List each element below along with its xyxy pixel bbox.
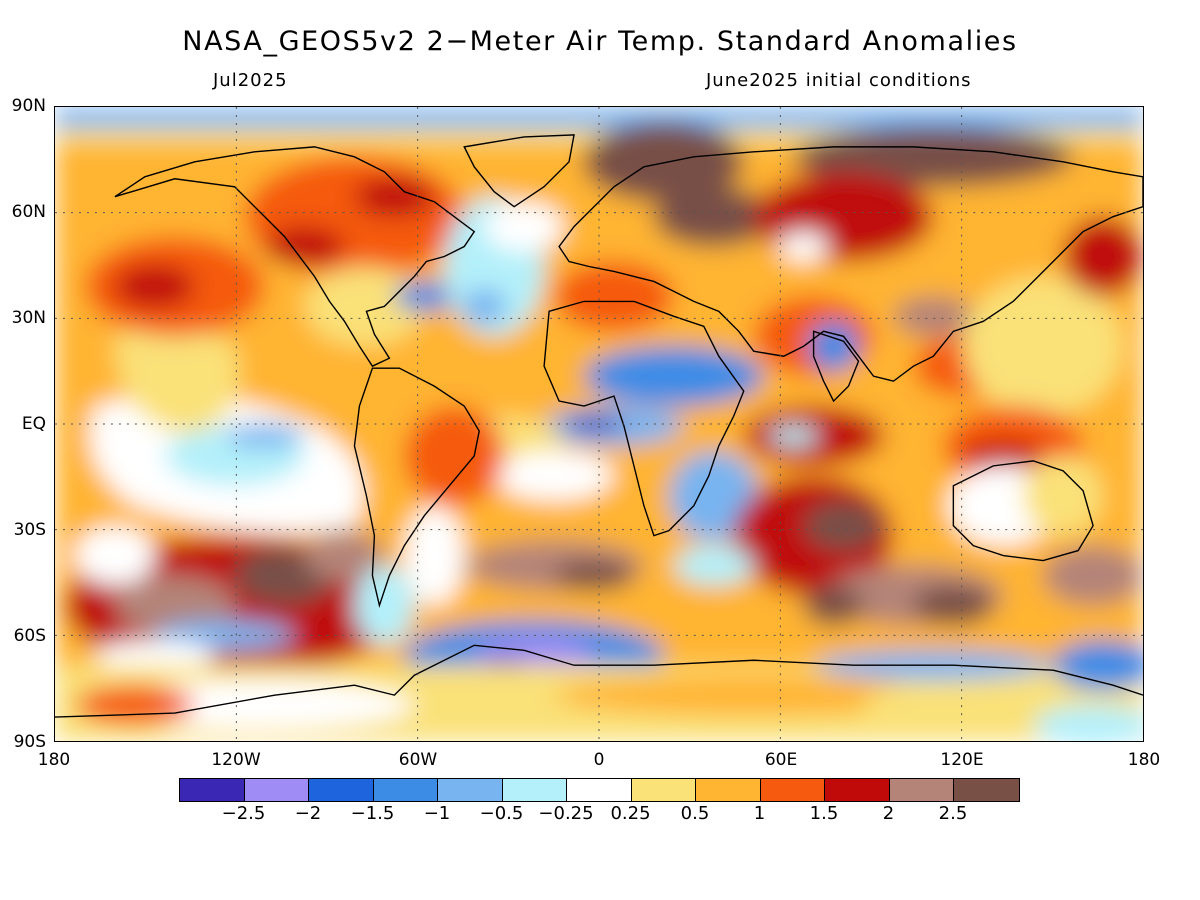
colorbar-label: −2 [294, 803, 322, 824]
colorbar-swatch [244, 779, 309, 801]
colorbar-label: −1 [423, 803, 451, 824]
lat-label-90n: 90N [11, 96, 46, 116]
colorbar-swatch [889, 779, 954, 801]
lat-label-60n: 60N [11, 202, 46, 222]
colorbar-swatch [825, 779, 890, 801]
colorbar [179, 778, 1020, 802]
lon-label-0: 0 [593, 750, 605, 770]
lon-label-120w: 120W [211, 750, 261, 770]
grid-lines [55, 107, 1143, 741]
colorbar-label: 1.5 [809, 803, 839, 824]
lat-label-30s: 30S [13, 520, 46, 540]
map-title: NASA_GEOS5v2 2−Meter Air Temp. Standard … [182, 26, 1018, 57]
lon-label-120e: 120E [940, 750, 984, 770]
lat-label-60s: 60S [13, 626, 46, 646]
lat-label-90s: 90S [13, 732, 46, 752]
map-canvas [55, 107, 1143, 741]
forecast-month: Jul2025 [213, 70, 288, 91]
colorbar-swatch [373, 779, 438, 801]
colorbar-swatch [180, 779, 245, 801]
colorbar-swatch [502, 779, 567, 801]
colorbar-label: 2.5 [938, 803, 968, 824]
colorbar-label: 0.5 [680, 803, 710, 824]
colorbar-label: −0.5 [479, 803, 524, 824]
colorbar-swatch [760, 779, 825, 801]
colorbar-label: −2.5 [221, 803, 266, 824]
colorbar-label: −1.5 [350, 803, 395, 824]
colorbar-swatch [954, 779, 1019, 801]
colorbar-swatch [438, 779, 503, 801]
anomaly-map [54, 106, 1144, 742]
colorbar-swatch [567, 779, 632, 801]
colorbar-swatch [631, 779, 696, 801]
lat-label-eq: EQ [21, 414, 46, 434]
lon-label-60w: 60W [398, 750, 438, 770]
lon-label-180w: 180 [37, 750, 71, 770]
colorbar-label: 0.25 [610, 803, 651, 824]
initial-conditions: June2025 initial conditions [706, 70, 972, 91]
colorbar-swatch [696, 779, 761, 801]
colorbar-swatch [309, 779, 374, 801]
colorbar-label: 1 [753, 803, 766, 824]
lon-label-180e: 180 [1127, 750, 1161, 770]
lat-label-30n: 30N [11, 308, 46, 328]
colorbar-label: −0.25 [538, 803, 594, 824]
coastlines [55, 134, 1143, 718]
lon-label-60e: 60E [764, 750, 798, 770]
colorbar-label: 2 [882, 803, 895, 824]
